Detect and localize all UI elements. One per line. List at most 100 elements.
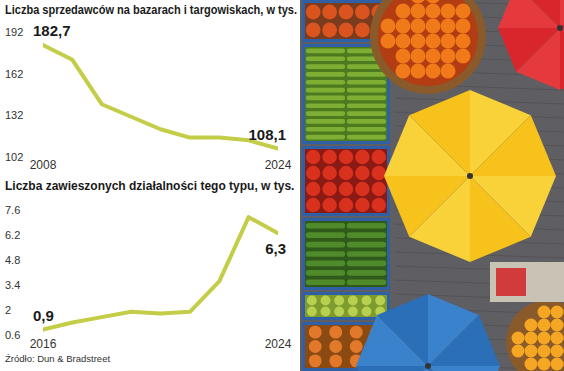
source: Źródło: Dun & Bradstreet — [5, 353, 110, 364]
produce — [334, 307, 344, 317]
produce — [322, 166, 336, 180]
produce — [306, 88, 345, 93]
produce — [306, 5, 321, 20]
orange — [381, 34, 396, 49]
y-tick-label: 6.2 — [5, 229, 20, 241]
produce — [347, 80, 386, 85]
produce — [355, 166, 369, 180]
data-label: 182,7 — [33, 22, 71, 39]
photo — [300, 0, 564, 371]
orange — [512, 345, 525, 358]
produce — [372, 150, 386, 164]
umbrella-panel — [560, 0, 564, 28]
orange — [396, 4, 411, 19]
orange — [441, 49, 456, 64]
crate-inside — [305, 221, 387, 287]
crate — [302, 218, 390, 290]
orange — [411, 34, 426, 49]
produce — [339, 166, 353, 180]
produce — [355, 23, 370, 38]
produce — [322, 23, 337, 38]
produce — [347, 127, 386, 132]
umbrella-panel — [409, 90, 470, 176]
orange — [538, 345, 551, 358]
produce — [347, 103, 386, 108]
produce — [306, 103, 345, 108]
produce — [372, 166, 386, 180]
umbrella-panel — [428, 366, 479, 371]
x-tick-label: 2024 — [265, 158, 292, 172]
orange — [525, 358, 538, 371]
produce — [347, 72, 386, 77]
orange — [538, 319, 551, 332]
produce — [347, 279, 386, 285]
produce — [306, 242, 345, 248]
orange — [426, 49, 441, 64]
orange — [426, 19, 441, 34]
orange — [551, 306, 564, 319]
produce — [307, 296, 317, 306]
produce — [309, 340, 322, 353]
umbrella-panel — [356, 366, 428, 371]
produce — [306, 135, 345, 140]
orange — [538, 306, 551, 319]
produce — [339, 198, 353, 212]
umbrella — [384, 90, 556, 262]
umbrella-tip — [557, 25, 563, 31]
orange — [411, 49, 426, 64]
produce — [347, 96, 386, 101]
chart: Liczba zawieszonych działalności tego ty… — [5, 179, 294, 351]
orange — [411, 19, 426, 34]
orange — [396, 34, 411, 49]
produce — [339, 23, 354, 38]
crate-inside — [305, 149, 387, 213]
y-tick-label: 192 — [5, 26, 23, 38]
umbrella-panel — [428, 315, 500, 366]
produce — [329, 340, 342, 353]
produce — [355, 150, 369, 164]
data-label: 0,9 — [33, 307, 54, 324]
produce — [347, 111, 386, 116]
produce — [375, 296, 385, 306]
produce — [347, 223, 386, 229]
crate-inside — [305, 295, 387, 317]
plot-area — [43, 45, 278, 149]
basket-inside — [378, 0, 478, 86]
produce — [306, 80, 345, 85]
data-label: 6,3 — [265, 240, 286, 257]
produce — [347, 270, 386, 276]
umbrella-panel — [470, 115, 556, 176]
produce — [350, 326, 363, 339]
orange — [426, 0, 441, 4]
produce — [322, 5, 337, 20]
produce — [334, 296, 344, 306]
orange — [396, 19, 411, 34]
produce — [347, 242, 386, 248]
y-tick-label: 7.6 — [5, 204, 20, 216]
orange — [396, 49, 411, 64]
orange — [512, 332, 525, 345]
y-tick-label: 3.4 — [5, 279, 20, 291]
produce — [306, 64, 345, 69]
produce — [355, 5, 370, 20]
produce — [306, 127, 345, 132]
produce — [348, 307, 358, 317]
produce — [347, 251, 386, 257]
produce — [355, 182, 369, 196]
produce — [322, 182, 336, 196]
chart-title: Liczba sprzedawców na bazarach i targowi… — [5, 3, 297, 17]
produce — [306, 270, 345, 276]
umbrella-panel — [516, 0, 560, 28]
produce — [362, 307, 372, 317]
umbrella-panel — [384, 176, 470, 237]
orange — [525, 345, 538, 358]
orange — [551, 358, 564, 371]
orange — [411, 0, 426, 4]
produce — [306, 56, 345, 61]
produce — [362, 296, 372, 306]
produce — [306, 150, 320, 164]
x-tick-label: 2016 — [30, 337, 57, 351]
stall-goods — [496, 268, 526, 296]
orange — [426, 34, 441, 49]
y-tick-label: 2 — [5, 304, 11, 316]
